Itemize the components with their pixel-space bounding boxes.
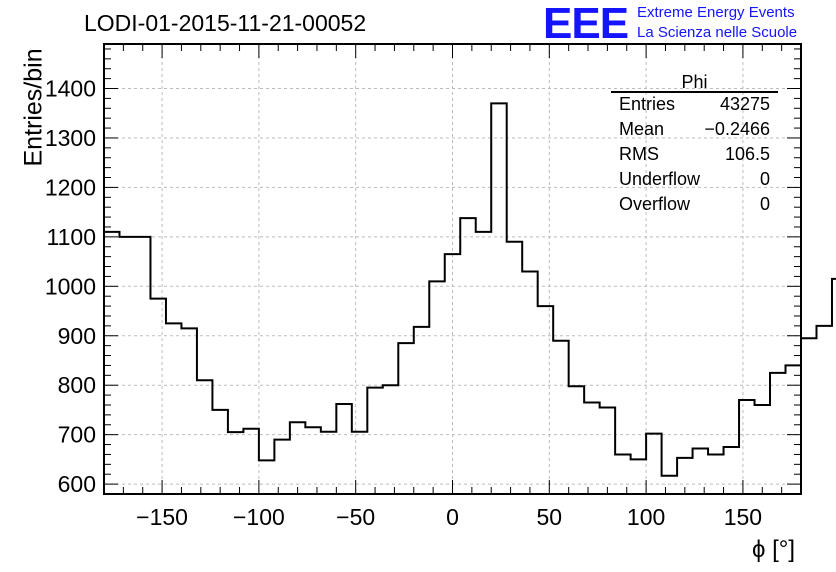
stats-label: Entries (619, 94, 675, 114)
y-tick-label: 1100 (47, 224, 96, 250)
y-tick-label: 900 (58, 323, 96, 349)
x-tick-label: 50 (537, 504, 563, 530)
y-tick-label: 1300 (45, 125, 96, 151)
y-tick-label: 600 (58, 471, 96, 497)
stats-value: −0.2466 (704, 119, 770, 139)
x-tick-label: 0 (446, 504, 459, 530)
y-tick-label: 800 (58, 372, 96, 398)
y-tick-label: 700 (58, 422, 96, 448)
stats-value: 0 (760, 169, 770, 189)
x-tick-label: 150 (724, 504, 762, 530)
stats-label: RMS (619, 144, 659, 164)
stats-label: Mean (619, 119, 664, 139)
histogram-line (104, 102, 836, 477)
x-tick-label: −50 (336, 504, 375, 530)
y-tick-label: 1000 (45, 273, 96, 299)
x-tick-label: 100 (627, 504, 665, 530)
stats-title: Phi (681, 72, 707, 92)
logo-line-2: La Scienza nelle Scuole (637, 24, 798, 41)
y-tick-label: 1400 (45, 76, 96, 102)
stats-value: 0 (760, 194, 770, 214)
x-axis-label: ϕ [°] (752, 536, 796, 563)
chart-title: LODI-01-2015-11-21-00052 (84, 10, 367, 36)
logo-line-1: Extreme Energy Events (637, 4, 795, 21)
stats-label: Underflow (619, 169, 701, 189)
eee-logo: EEE (543, 0, 629, 48)
y-tick-label: 1200 (45, 174, 96, 200)
x-tick-label: −100 (233, 504, 285, 530)
stats-label: Overflow (619, 194, 691, 214)
stats-value: 43275 (720, 94, 770, 114)
x-tick-label: −150 (136, 504, 188, 530)
stats-value: 106.5 (725, 144, 770, 164)
